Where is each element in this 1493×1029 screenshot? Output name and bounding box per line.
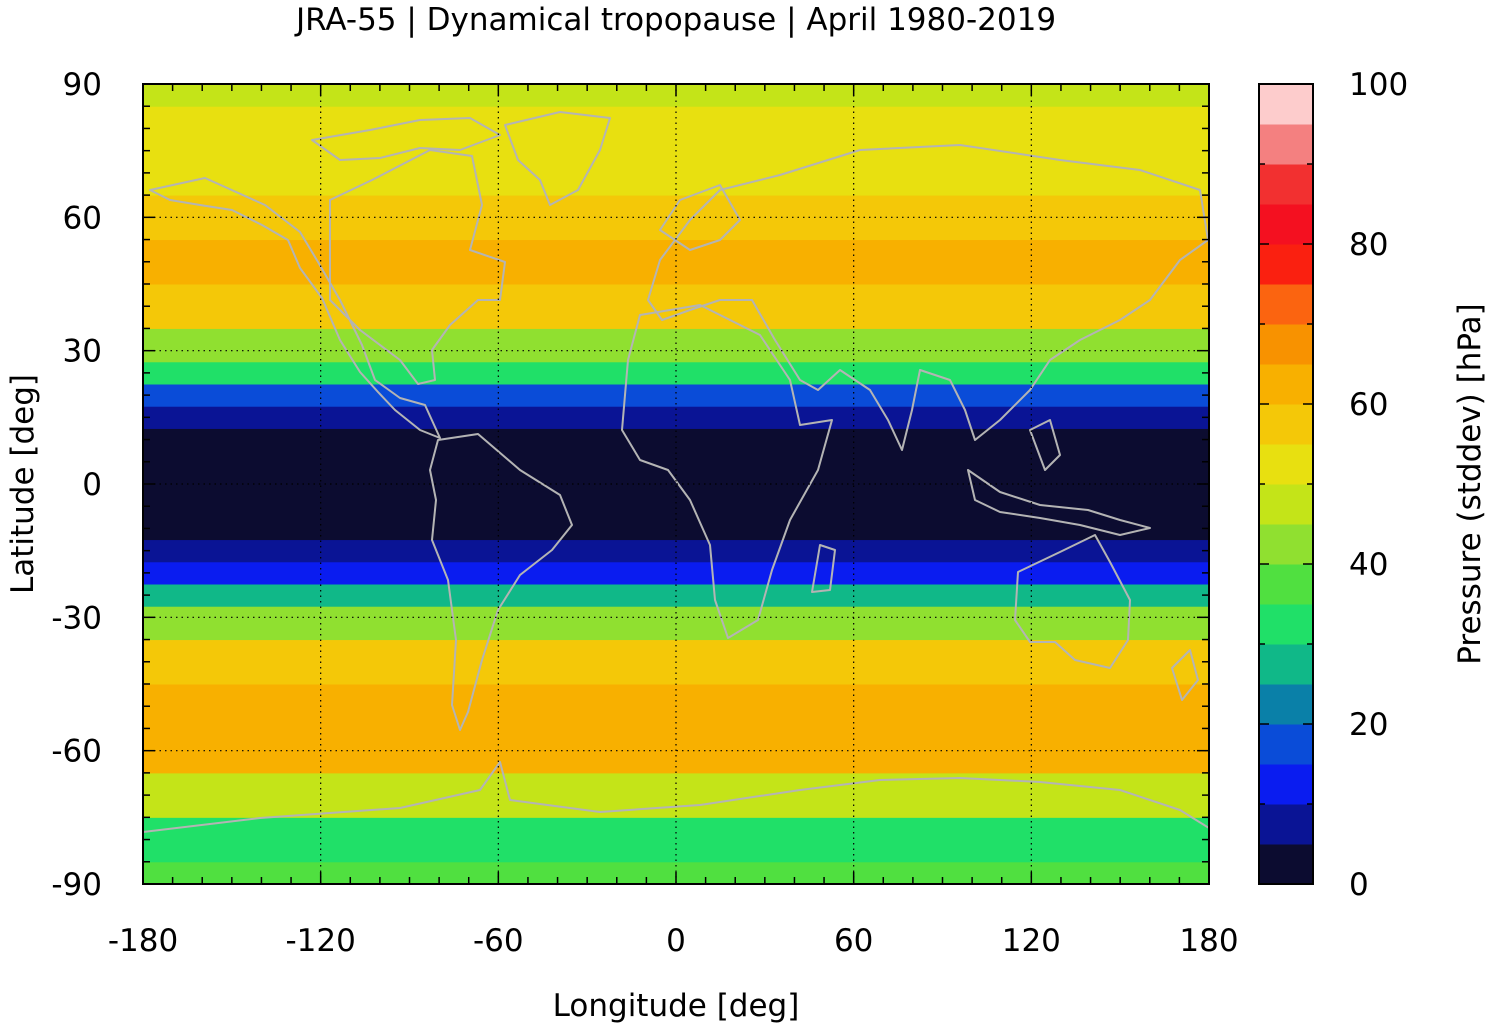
colorbar-swatch	[1259, 284, 1313, 325]
heatmap-band	[143, 361, 1209, 385]
colorbar-swatch	[1259, 364, 1313, 405]
colorbar-swatch	[1259, 84, 1313, 125]
colorbar	[1259, 84, 1313, 885]
colorbar-swatch	[1259, 444, 1313, 485]
colorbar-tick-labels: 0 20 40 60 80 100	[1349, 67, 1408, 903]
colorbar-swatch	[1259, 564, 1313, 605]
x-tick-label: -60	[473, 923, 524, 959]
coastline-madagascar	[811, 544, 836, 593]
heatmap-band	[143, 539, 1209, 563]
heatmap-band	[143, 561, 1209, 585]
y-tick-label: -30	[51, 600, 102, 636]
colorbar-swatch	[1259, 324, 1313, 365]
y-tick-label: 90	[63, 67, 102, 103]
colorbar-swatch	[1259, 644, 1313, 685]
coastline-scandinavia	[659, 184, 741, 251]
colorbar-tick-label: 100	[1349, 67, 1408, 103]
coastline-new-zealand	[1171, 649, 1199, 701]
coastline-maritime-continent	[967, 419, 1151, 536]
x-axis-label: Longitude [deg]	[553, 988, 800, 1024]
x-tick-label: -120	[285, 923, 355, 959]
y-axis-label: Latitude [deg]	[5, 374, 41, 594]
y-tick-label: 30	[63, 334, 102, 370]
colorbar-swatch	[1259, 124, 1313, 165]
heatmap-band	[143, 428, 1209, 463]
colorbar-swatch	[1259, 604, 1313, 645]
colorbar-label: Pressure (stddev) [hPa]	[1452, 303, 1488, 664]
x-tick-label: 180	[1179, 923, 1238, 959]
coastline-antarctica	[143, 761, 1209, 833]
colorbar-swatch	[1259, 844, 1313, 885]
colorbar-swatch	[1259, 804, 1313, 845]
x-tick-label: 120	[1002, 923, 1061, 959]
colorbar-swatch	[1259, 524, 1313, 565]
colorbar-swatch	[1259, 244, 1313, 285]
heatmap-band	[143, 406, 1209, 429]
colorbar-swatch	[1259, 484, 1313, 525]
y-tick-label: -60	[51, 734, 102, 770]
colorbar-frame	[1258, 83, 1314, 885]
coastline-overlay	[143, 111, 1209, 833]
y-tick-label: 60	[63, 200, 102, 236]
colorbar-swatch	[1259, 724, 1313, 765]
y-tick-labels: 90 60 30 0 -30 -60 -90	[51, 67, 102, 903]
colorbar-tick-label: 40	[1349, 547, 1388, 583]
heatmap-band	[143, 328, 1209, 363]
coastline-north-america	[149, 149, 506, 439]
coastline-eurasia	[647, 144, 1209, 451]
chart-title: JRA-55 | Dynamical tropopause | April 19…	[294, 2, 1056, 38]
coastline-greenland	[504, 111, 611, 206]
x-tick-label: 0	[666, 923, 686, 959]
heatmap-band	[143, 584, 1209, 607]
colorbar-swatch	[1259, 204, 1313, 245]
colorbar-tick-label: 0	[1349, 867, 1369, 903]
heatmap-band	[143, 284, 1209, 329]
x-tick-label: -180	[108, 923, 178, 959]
heatmap-band	[143, 817, 1209, 863]
colorbar-tick-label: 20	[1349, 707, 1388, 743]
colorbar-tick-label: 80	[1349, 227, 1388, 263]
colorbar-swatch	[1259, 164, 1313, 205]
coastline-arctic-islands	[311, 117, 501, 161]
colorbar-swatch	[1259, 684, 1313, 725]
coastline-south-america	[429, 433, 573, 731]
coastline-africa	[621, 304, 833, 639]
tick-marks	[142, 83, 1210, 885]
x-tick-label: 60	[834, 923, 873, 959]
x-tick-labels: -180 -120 -60 0 60 120 180	[108, 923, 1239, 959]
heatmap-band	[143, 506, 1209, 541]
y-tick-label: 0	[82, 467, 102, 503]
y-tick-label: -90	[51, 867, 102, 903]
colorbar-swatch	[1259, 764, 1313, 805]
colorbar-swatch	[1259, 404, 1313, 445]
colorbar-tick-label: 60	[1349, 387, 1388, 423]
coastline-australia	[1014, 534, 1131, 669]
